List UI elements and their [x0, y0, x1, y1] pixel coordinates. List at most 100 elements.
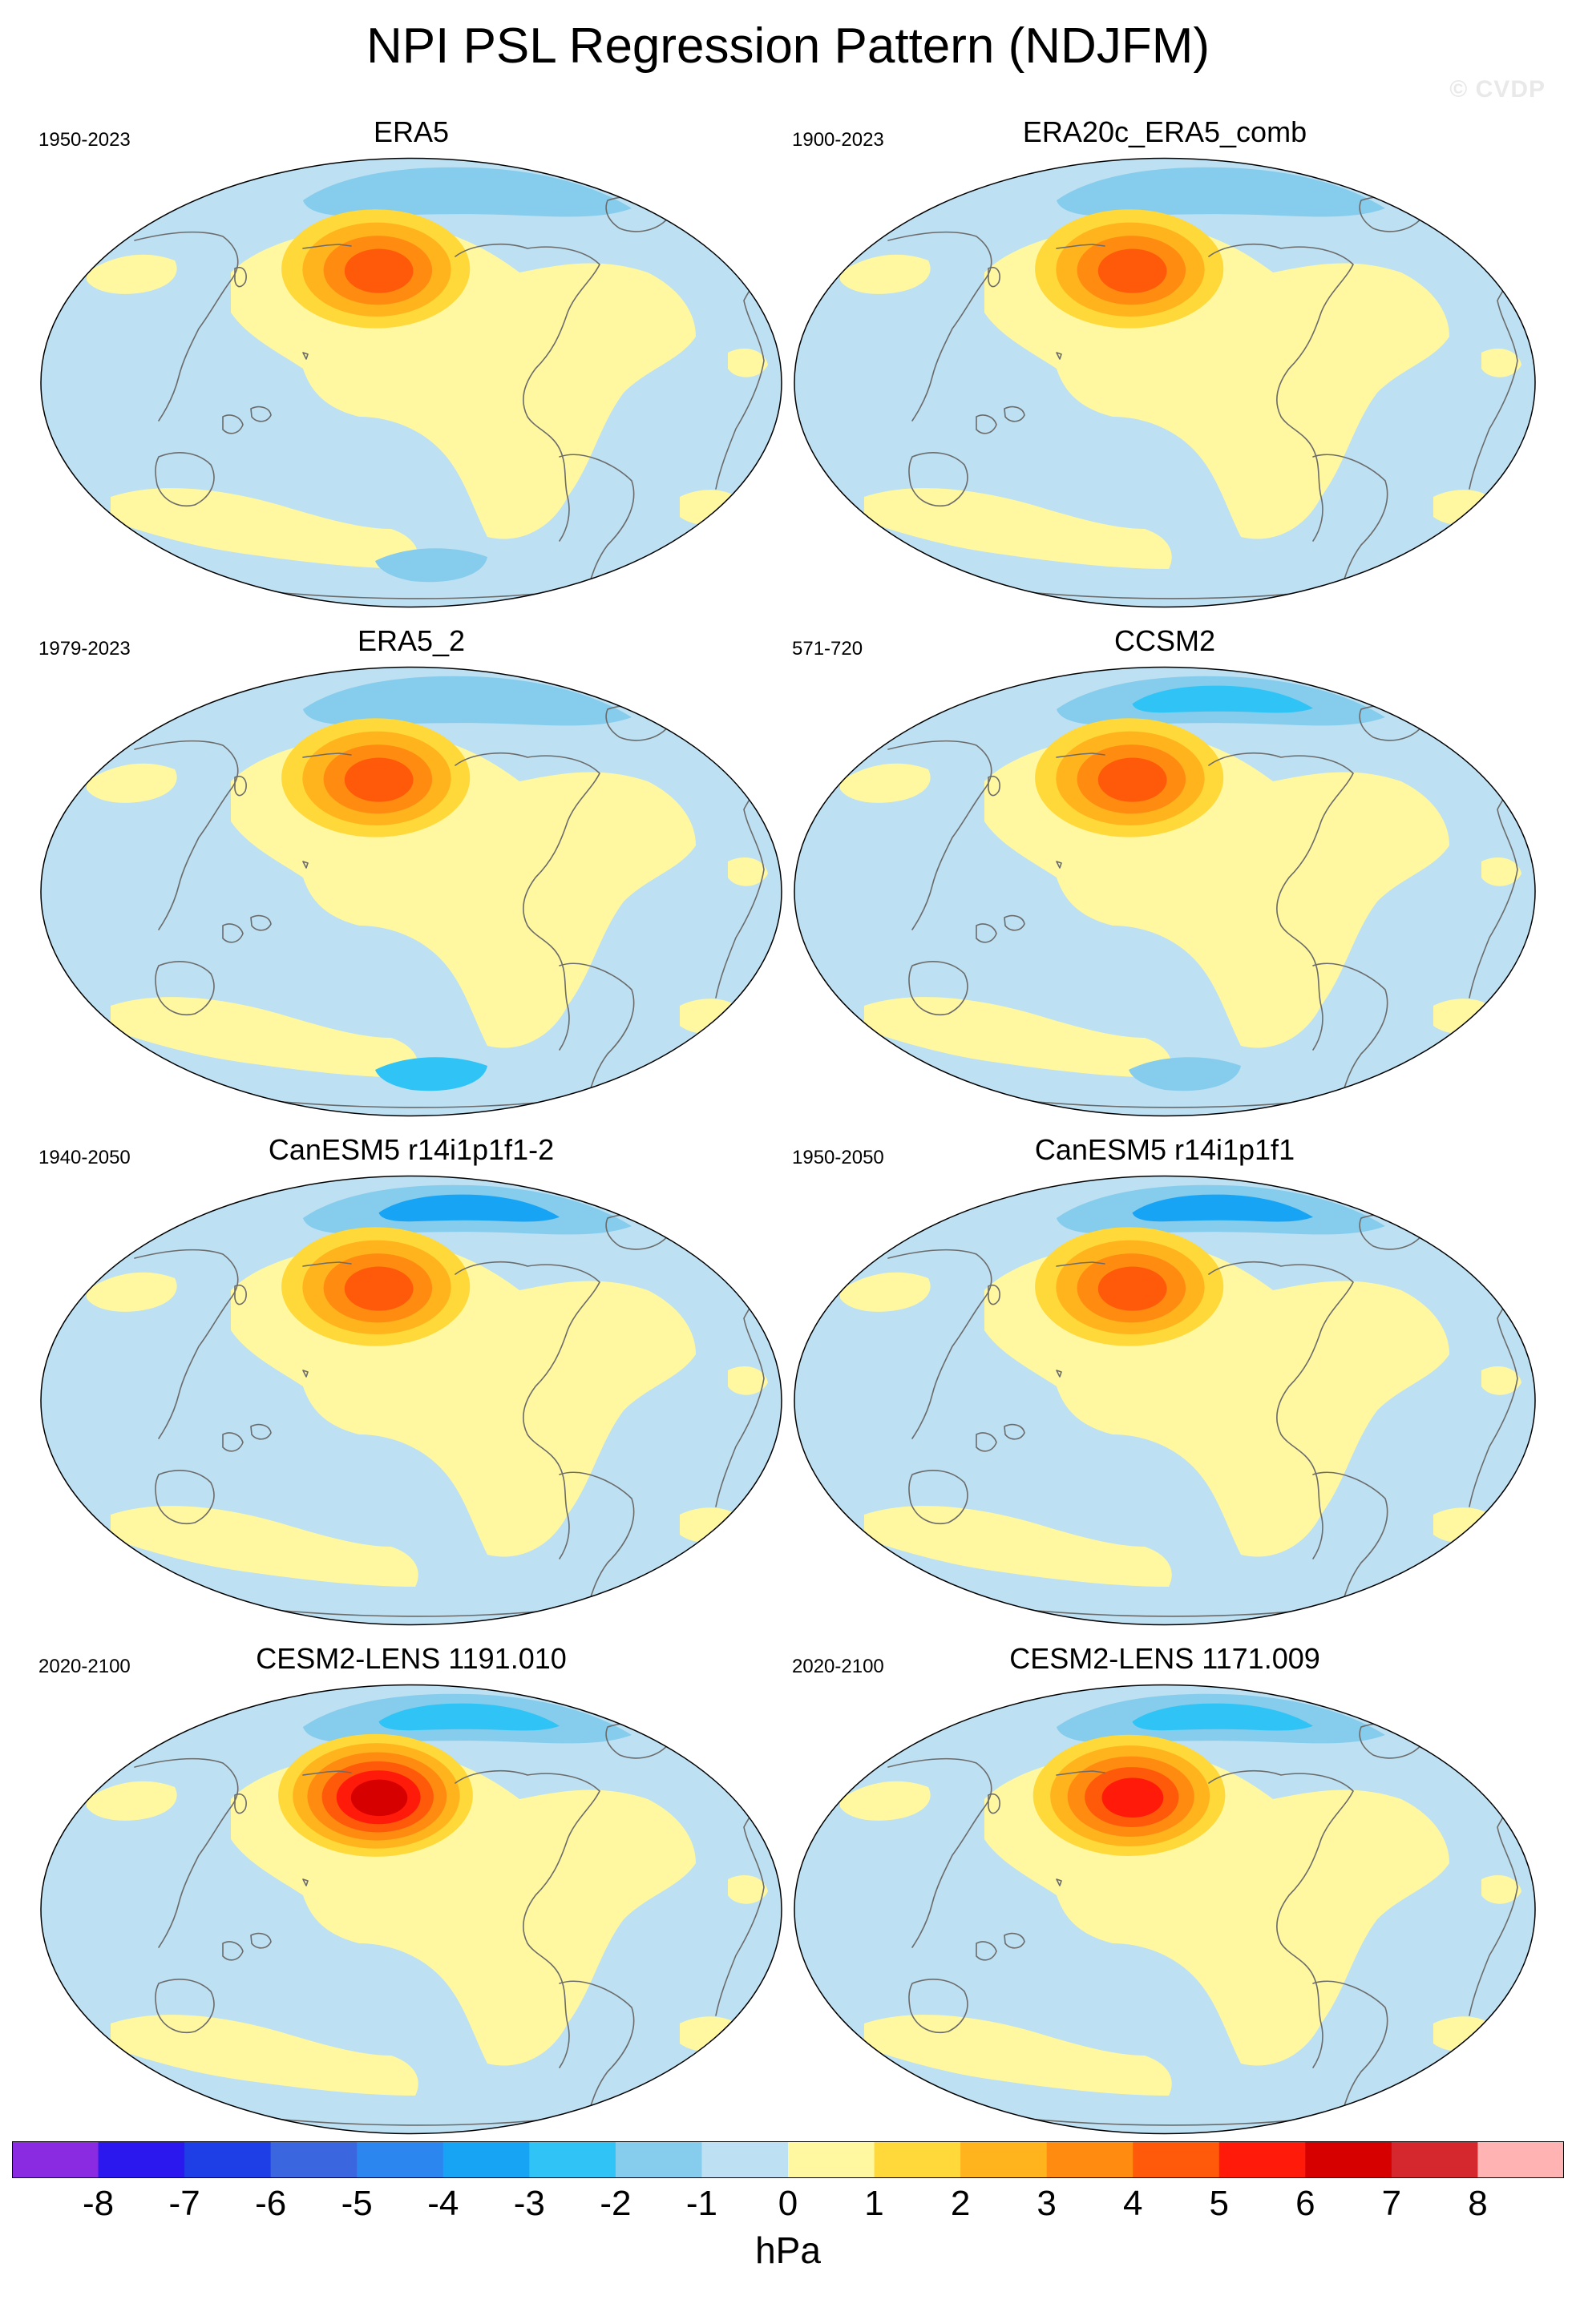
positive-region — [728, 1366, 768, 1395]
map-plot — [40, 666, 782, 1117]
arctic-core-region — [378, 1194, 560, 1222]
positive-region — [87, 763, 177, 803]
coastline — [134, 740, 239, 930]
coastline — [1056, 1878, 1062, 1886]
coastline — [250, 1423, 272, 1440]
positive-region — [840, 254, 931, 294]
colorbar-tick-label: 8 — [1468, 2184, 1488, 2223]
coastline — [222, 1941, 244, 1961]
map-panel: CanESM5 r14i1p1f1-2 1940-2050 — [38, 1134, 784, 1631]
coastline — [887, 740, 992, 930]
pressure-peak-core — [369, 1282, 394, 1300]
positive-region — [1481, 1875, 1521, 1904]
coastline — [988, 776, 1000, 797]
arctic-core-region — [378, 176, 560, 204]
positive-region — [1433, 1507, 1497, 1543]
positive-region — [87, 1781, 177, 1821]
coastline — [234, 1793, 247, 1814]
coastline — [988, 267, 1000, 288]
pressure-peak-core — [1122, 1282, 1148, 1300]
colorbar-swatch — [184, 2141, 272, 2178]
coastline — [1004, 914, 1025, 931]
map-panel: ERA20c_ERA5_comb 1900-2023 — [792, 116, 1538, 613]
pressure-peak-core — [1122, 1791, 1148, 1809]
positive-region — [728, 857, 768, 886]
map-outline — [40, 157, 782, 608]
positive-region — [680, 999, 744, 1034]
colorbar-tick-label: -4 — [427, 2184, 459, 2223]
colorbar-swatch — [1305, 2141, 1392, 2178]
colorbar — [12, 2141, 1564, 2178]
colorbar-swatch — [1218, 2141, 1306, 2178]
colorbar-swatch — [615, 2141, 702, 2178]
map-outline — [40, 1684, 782, 2135]
colorbar-tick-label: 2 — [950, 2184, 971, 2223]
map-plot — [40, 157, 782, 608]
arctic-negative-region — [303, 676, 632, 726]
colorbar-tick-label: 4 — [1122, 2184, 1143, 2223]
coastline — [234, 1285, 247, 1305]
map-field — [41, 1176, 782, 1625]
coastline — [976, 414, 997, 434]
positive-region — [1481, 857, 1521, 886]
coastline — [1312, 1471, 1388, 1608]
coastline — [302, 244, 352, 249]
map-outline — [794, 1175, 1536, 1626]
map-outline — [794, 157, 1536, 608]
panel-title: CESM2-LENS 1171.009 — [1009, 1642, 1320, 1675]
arctic-core-region — [1132, 1703, 1313, 1731]
arctic-core-region — [378, 1703, 560, 1731]
coastline — [1056, 1370, 1062, 1378]
pressure-peak-core — [1122, 264, 1148, 282]
coastline — [302, 352, 309, 360]
coastline — [134, 1249, 239, 1439]
figure-title: NPI PSL Regression Pattern (NDJFM) — [366, 18, 1210, 74]
colorbar-border — [12, 2141, 1564, 2178]
positive-region — [840, 1272, 931, 1312]
arctic-negative-region — [1057, 167, 1385, 217]
positive-region — [864, 488, 1172, 569]
coastline — [559, 1980, 635, 2116]
coastline — [1056, 752, 1105, 758]
colorbar-tick-label: -7 — [168, 2184, 200, 2223]
map-panel: CCSM2 571-720 — [792, 625, 1538, 1122]
map-plot — [794, 157, 1536, 608]
coastline — [222, 923, 244, 943]
coastline — [302, 752, 352, 758]
positive-region — [111, 2015, 418, 2096]
colorbar-swatch — [1477, 2141, 1564, 2178]
coastline — [908, 961, 968, 1015]
coastline — [155, 1979, 215, 2033]
colorbar-swatch — [960, 2141, 1048, 2178]
positive-region — [87, 1272, 177, 1312]
coastline — [908, 452, 968, 506]
positive-region — [840, 1781, 931, 1821]
positive-region — [1433, 999, 1497, 1034]
colorbar-tick-label: -5 — [341, 2184, 373, 2223]
map-field — [41, 158, 782, 607]
positive-region — [680, 2016, 744, 2052]
coastline — [155, 1470, 215, 1524]
map-plot — [794, 1684, 1536, 2135]
coastline — [222, 414, 244, 434]
coastline — [1004, 1932, 1025, 1949]
coastline — [250, 1932, 272, 1949]
positive-region — [864, 997, 1172, 1078]
map-outline — [794, 666, 1536, 1117]
map-field — [794, 158, 1535, 607]
map-plot — [794, 666, 1536, 1117]
positive-region — [728, 349, 768, 377]
colorbar-swatch — [357, 2141, 444, 2178]
panel-title: ERA5 — [373, 115, 450, 148]
southern-negative-region — [375, 548, 487, 583]
coastline — [1208, 1770, 1354, 2068]
panel-title: CCSM2 — [1113, 624, 1216, 657]
positive-region — [1433, 490, 1497, 525]
panel-years: 2020-2100 — [792, 1656, 884, 1677]
colorbar-swatch — [701, 2141, 789, 2178]
colorbar-units: hPa — [755, 2229, 821, 2271]
map-panel: ERA5 1950-2023 — [38, 116, 784, 613]
coastline — [1004, 405, 1025, 422]
colorbar-swatch — [1133, 2141, 1220, 2178]
southern-negative-region — [1129, 1057, 1241, 1091]
